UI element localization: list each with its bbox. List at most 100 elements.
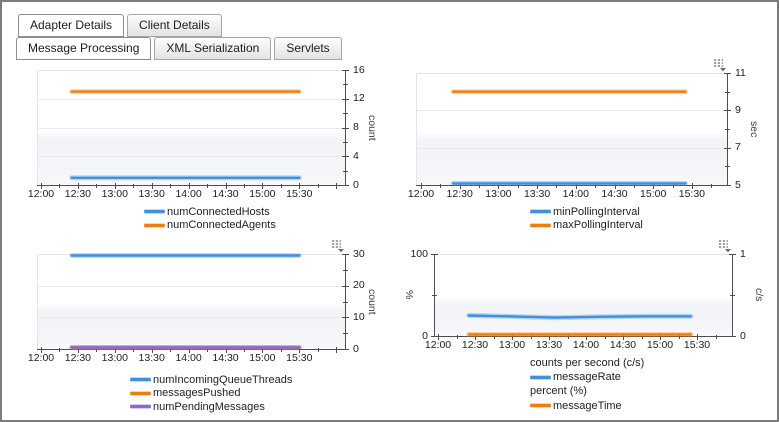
y-tick <box>342 156 349 158</box>
y-tick <box>342 317 349 319</box>
x-tick <box>336 183 338 189</box>
y-axis-title: % <box>403 290 415 300</box>
x-tick <box>549 334 550 340</box>
y-tick <box>724 73 731 74</box>
legend-swatch <box>144 223 165 227</box>
legend-swatch <box>530 404 551 408</box>
y-tick <box>724 185 731 186</box>
y-tick-label: 0 <box>740 329 746 342</box>
y-tick-label: 7 <box>735 141 741 154</box>
y-tick <box>725 166 730 168</box>
x-tick-label: 14:30 <box>609 339 637 351</box>
x-tick <box>614 183 616 189</box>
y-tick <box>432 295 437 296</box>
y-tick <box>343 301 348 303</box>
legend-label: numPendingMessages <box>153 400 265 413</box>
x-tick-label: 15:30 <box>286 188 313 200</box>
y-tick <box>343 333 348 335</box>
x-tick <box>59 184 61 188</box>
gridline <box>38 127 345 129</box>
x-tick <box>691 183 693 189</box>
x-tick-label: 14:00 <box>175 352 202 364</box>
x-tick-label: 12:30 <box>64 352 92 364</box>
tab-servlets[interactable]: Servlets <box>274 37 342 60</box>
x-tick <box>556 184 558 188</box>
chart-options-icon[interactable] <box>331 239 345 253</box>
x-axis-line <box>37 185 346 186</box>
series-line-messageRate <box>466 313 694 321</box>
y-tick-label: 8 <box>353 121 359 133</box>
x-tick <box>678 335 680 339</box>
x-tick <box>188 183 190 189</box>
legend: minPollingInterval maxPollingInterval <box>530 205 643 232</box>
y-tick <box>725 129 730 130</box>
y-tick-label: 5 <box>735 178 741 191</box>
chart-message-rate: 12:00 12:30 13:00 13:30 14:00 14:30 15:00 15:30… <box>397 235 771 420</box>
y-tick-label: 0 <box>422 329 428 342</box>
gridline <box>417 147 727 149</box>
tab-label: Message Processing <box>28 41 140 55</box>
x-tick <box>440 184 442 188</box>
x-tick-label: 15:00 <box>646 339 674 351</box>
x-tick <box>262 347 264 353</box>
x-tick <box>299 347 301 353</box>
y-tick <box>342 254 349 255</box>
x-tick-label: 13:00 <box>101 352 128 364</box>
x-tick <box>133 348 135 352</box>
legend-label: numConnectedHosts <box>167 205 270 218</box>
x-tick <box>151 183 153 189</box>
chart-options-icon[interactable] <box>718 239 732 253</box>
tab-adapter-details[interactable]: Adapter Details <box>18 14 125 37</box>
legend-swatch <box>130 391 151 395</box>
x-tick <box>77 347 79 353</box>
x-tick-label: 15:00 <box>249 188 276 200</box>
y-tick-label: 9 <box>735 103 741 116</box>
y-tick <box>343 269 348 271</box>
x-tick <box>77 183 79 189</box>
x-tick <box>660 334 661 340</box>
y-tick-label: 20 <box>353 279 365 292</box>
legend: numIncomingQueueThreads messagesPushed num… <box>130 373 292 414</box>
tab-message-processing[interactable]: Message Processing <box>16 37 152 60</box>
x-tick-label: 13:30 <box>535 339 563 351</box>
x-tick <box>114 347 116 353</box>
y-tick <box>724 110 731 112</box>
legend-item-maxPollingInterval: maxPollingInterval <box>530 219 643 233</box>
x-tick <box>623 334 624 340</box>
legend-label: numConnectedAgents <box>167 219 276 232</box>
legend-label: minPollingInterval <box>553 205 640 218</box>
y-tick <box>343 141 348 143</box>
x-tick <box>170 184 172 188</box>
y-tick-label: 1 <box>740 247 746 260</box>
y-axis-title: count <box>366 288 378 315</box>
x-tick <box>243 348 245 352</box>
y-tick <box>343 113 348 115</box>
y-tick <box>342 98 349 100</box>
x-tick-label: 12:00 <box>424 339 452 351</box>
x-tick <box>299 183 301 189</box>
y-tick <box>343 170 348 172</box>
gridline <box>38 156 345 158</box>
y-tick-label: 16 <box>353 63 365 76</box>
x-tick-label: 12:30 <box>64 188 92 200</box>
x-tick <box>586 334 587 340</box>
legend-swatch <box>144 210 165 214</box>
x-axis-line <box>37 349 346 350</box>
tab-xml-serialization[interactable]: XML Serialization <box>154 37 272 60</box>
x-tick <box>133 184 135 188</box>
x-tick <box>280 184 282 188</box>
x-tick <box>96 348 98 352</box>
x-tick <box>59 348 61 352</box>
x-tick-label: 13:30 <box>138 352 165 364</box>
x-tick <box>421 183 422 189</box>
x-tick <box>336 347 338 353</box>
chart-options-icon[interactable] <box>713 58 727 72</box>
y-tick-label: 0 <box>353 342 359 355</box>
tab-client-details[interactable]: Client Details <box>127 14 222 37</box>
chart-queue-messages: 12:00 12:30 13:00 13:30 14:00 14:30 15:00 15:30… <box>12 235 384 420</box>
y-tick <box>343 84 348 86</box>
y-tick <box>724 147 731 149</box>
y-axis-title: c/s <box>753 288 765 302</box>
x-tick <box>225 347 227 353</box>
